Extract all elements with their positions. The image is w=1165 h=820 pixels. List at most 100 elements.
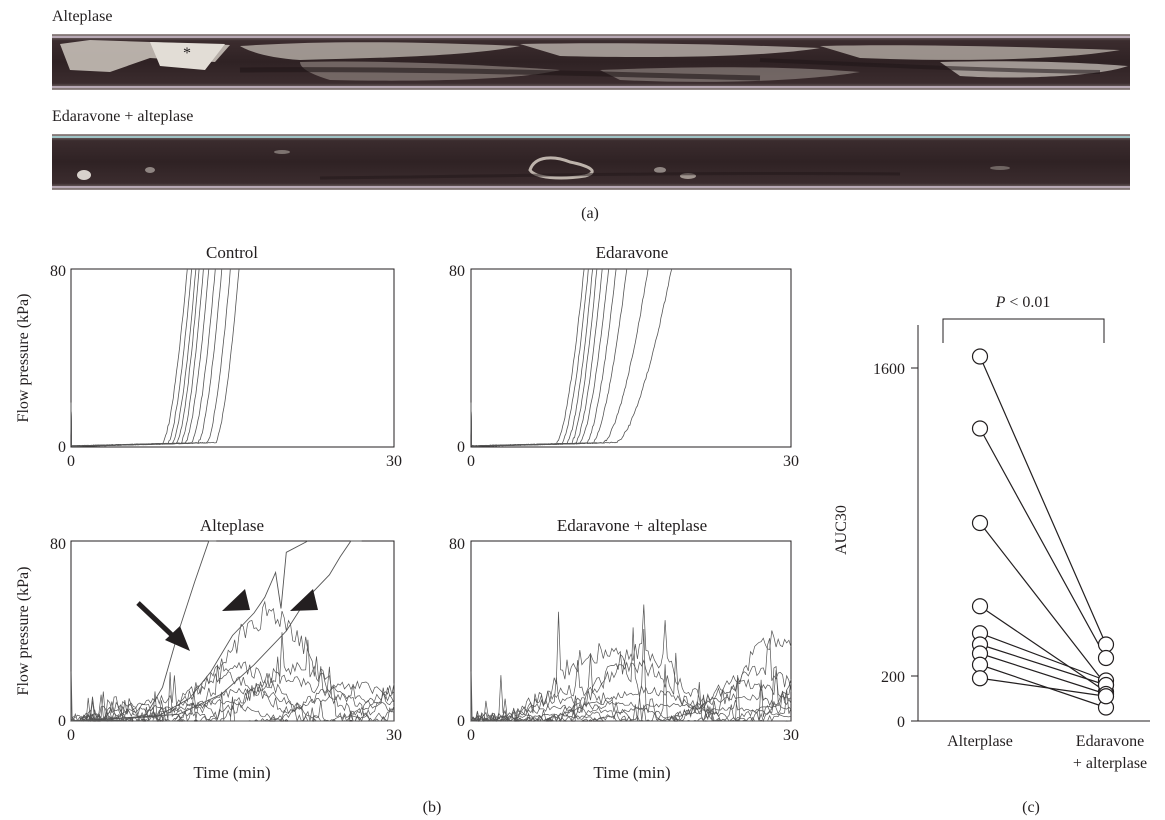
plot-edaravone-alteplase-ytick-min: 0: [457, 713, 465, 730]
pressure-trace: [71, 687, 395, 722]
plot-control-ytick-max: 80: [50, 263, 66, 280]
pair-line: [979, 664, 1107, 709]
strip2-label: Edaravone + alteplase: [52, 108, 193, 125]
pair-line: [979, 677, 1107, 697]
plot-edaravone-traces: [470, 268, 672, 447]
point-edaravone-alterplase: [1097, 636, 1115, 653]
plot-edaravone-xtick-max: 30: [783, 453, 799, 470]
auc-ytick-label-200: 200: [881, 669, 905, 686]
point-alterplase: [971, 656, 989, 673]
plot-control-xtick-min: 0: [67, 453, 75, 470]
pressure-trace: [70, 268, 188, 447]
pressure-trace: [71, 675, 395, 722]
pressure-trace: [70, 269, 223, 447]
plot-edaravone: Edaravone 80 0 0 30: [449, 243, 799, 470]
strip1-label: Alteplase: [52, 8, 112, 25]
plot-edaravone-xtick-min: 0: [467, 453, 475, 470]
plot-control-frame: [70, 268, 395, 448]
plot-edaravone-alteplase-frame: [470, 540, 792, 722]
pressure-trace: [71, 658, 395, 723]
pressure-trace: [70, 268, 200, 447]
pressure-trace: [71, 632, 394, 722]
panel-b-caption: (b): [423, 799, 442, 816]
pressure-trace: [70, 268, 210, 447]
plot-control-ylabel: Flow pressure (kPa): [15, 294, 32, 423]
plot-alteplase-frame: [70, 540, 395, 722]
pressure-trace: [470, 269, 589, 447]
pressure-trace: [70, 269, 240, 447]
plot-edaravone-alteplase-traces: [470, 604, 792, 723]
point-alterplase: [971, 420, 989, 437]
point-alterplase: [971, 348, 989, 365]
pressure-trace: [470, 268, 598, 447]
point-edaravone-alterplase: [1097, 688, 1115, 705]
plot-edaravone-alteplase-ytick-max: 80: [449, 536, 465, 553]
occluding-trace: [70, 540, 309, 722]
auc-ytick-label-1600: 1600: [873, 361, 905, 378]
pressure-trace: [71, 600, 395, 722]
plot-control-traces: [70, 268, 240, 448]
panel-a: Alteplase * Edaravone + alteplase: [52, 8, 1130, 222]
pressure-trace: [470, 683, 792, 722]
plot-edaravone-title: Edaravone: [596, 243, 669, 262]
plot-control-xtick-max: 30: [386, 453, 402, 470]
auc-ylabel: AUC30: [833, 505, 850, 555]
auc-category-edaravone-alterplase: Edaravone + alterplase: [1073, 733, 1147, 772]
plot-control-ytick-min: 0: [58, 439, 66, 456]
occluding-trace: [70, 540, 217, 722]
pressure-trace: [470, 269, 672, 447]
pair-line: [979, 643, 1107, 686]
pressure-trace: [470, 269, 628, 447]
pressure-trace: [470, 268, 649, 447]
plot-edaravone-ytick-min: 0: [457, 439, 465, 456]
plot-alteplase-ytick-min: 0: [58, 713, 66, 730]
plot-edaravone-ytick-max: 80: [449, 263, 465, 280]
pressure-trace: [470, 702, 791, 722]
panel-c: 1600 200 0 AUC30 P < 0.01 Alterplase Eda…: [833, 294, 1150, 816]
plot-alteplase-traces: [70, 540, 395, 723]
auc-paired-points: [971, 348, 1115, 716]
panel-a-caption: (a): [581, 205, 599, 222]
point-edaravone-alterplase: [1097, 649, 1115, 667]
plot-alteplase-xtick-min: 0: [67, 727, 75, 744]
point-alterplase: [971, 514, 989, 532]
pressure-trace: [471, 611, 792, 723]
histology-strip-alteplase: [52, 34, 1130, 90]
pressure-trace: [470, 269, 609, 447]
plot-edaravone-alteplase-title: Edaravone + alteplase: [557, 516, 707, 535]
panel-b: Control Flow pressure (kPa) 80 0 0 30 Ed…: [15, 243, 799, 816]
pressure-trace: [70, 656, 394, 722]
auc-category-alterplase: Alterplase: [947, 733, 1013, 750]
plot-edaravone-alteplase-xlabel: Time (min): [593, 763, 670, 782]
plot-edaravone-alteplase-xtick-min: 0: [467, 727, 475, 744]
significance-label: P < 0.01: [995, 294, 1051, 311]
pressure-trace: [470, 268, 603, 447]
plot-control-title: Control: [206, 243, 258, 262]
plot-edaravone-alteplase: Edaravone + alteplase 80 0 0 30 Time (mi…: [449, 516, 799, 782]
pressure-trace: [70, 269, 192, 447]
pressure-trace: [70, 268, 204, 447]
plot-alteplase-ytick-max: 80: [50, 536, 66, 553]
plot-edaravone-frame: [470, 268, 792, 448]
pair-line: [979, 356, 1107, 645]
plot-alteplase: Alteplase Flow pressure (kPa) 80 0 0 30 …: [15, 516, 402, 782]
pair-line: [979, 522, 1107, 686]
pressure-trace: [70, 683, 395, 722]
pressure-trace: [470, 671, 473, 722]
plot-alteplase-title: Alteplase: [200, 516, 264, 535]
histology-strip-edaravone-alteplase: [52, 134, 1130, 190]
pressure-trace: [470, 699, 792, 722]
plot-edaravone-alteplase-xtick-max: 30: [783, 727, 799, 744]
plot-alteplase-xtick-max: 30: [386, 727, 402, 744]
pair-line: [979, 605, 1107, 693]
plot-alteplase-ylabel: Flow pressure (kPa): [15, 567, 32, 696]
auc-ytick-label-0: 0: [897, 714, 905, 731]
clot-asterisk: *: [183, 45, 191, 62]
occluding-trace: [70, 540, 362, 722]
pressure-trace: [70, 671, 73, 722]
significance-bracket: [942, 318, 1105, 343]
pressure-trace: [470, 269, 585, 447]
pressure-trace: [471, 690, 792, 722]
arrowhead-icon: [290, 589, 318, 611]
pair-line: [979, 652, 1107, 695]
